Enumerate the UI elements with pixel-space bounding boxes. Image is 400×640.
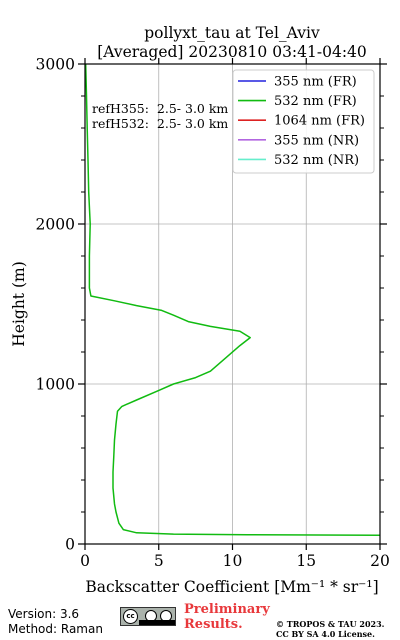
y-tick-label: 1000 bbox=[36, 376, 75, 394]
legend: 355 nm (FR) 532 nm (FR) 1064 nm (FR) 355 nm… bbox=[232, 69, 375, 174]
y-tick-label: 2000 bbox=[36, 216, 75, 234]
series-line-532-nm-fr- bbox=[84, 63, 381, 536]
x-axis-label: Backscatter Coefficient [Mm⁻¹ * sr⁻¹] bbox=[85, 578, 378, 596]
annotation-refh355: refH355: 2.5- 3.0 km bbox=[92, 101, 228, 116]
backscatter-chart: pollyxt_tau at Tel_Aviv [Averaged] 20230… bbox=[10, 24, 390, 596]
x-tick-labels: 0 5 10 15 20 bbox=[80, 552, 390, 570]
plot-area bbox=[84, 63, 381, 536]
y-tick-label: 0 bbox=[65, 536, 75, 554]
copyright-line-1: © TROPOS & TAU 2023. bbox=[276, 619, 385, 629]
preliminary-text: Preliminary bbox=[184, 602, 270, 617]
axis-ticks bbox=[78, 58, 387, 550]
x-tick-label: 5 bbox=[154, 552, 164, 570]
cc-logo-icon: cc bbox=[123, 609, 138, 624]
chart-subtitle: [Averaged] 20230810 03:41-04:40 bbox=[97, 43, 367, 61]
chart-title: pollyxt_tau at Tel_Aviv bbox=[144, 24, 320, 42]
x-tick-label: 15 bbox=[296, 552, 316, 570]
method-text: Method: Raman bbox=[8, 622, 103, 636]
annotation-refh532: refH532: 2.5- 3.0 km bbox=[92, 116, 228, 131]
legend-entry: 532 nm (FR) bbox=[274, 94, 357, 109]
legend-entry: 532 nm (NR) bbox=[274, 153, 359, 168]
x-tick-label: 10 bbox=[223, 552, 243, 570]
cc-strip bbox=[139, 620, 175, 625]
y-tick-label: 3000 bbox=[36, 56, 75, 74]
preliminary-notice: Preliminary Results. bbox=[184, 602, 270, 632]
version-text: Version: 3.6 bbox=[8, 607, 80, 621]
y-axis-label: Height (m) bbox=[10, 261, 28, 347]
legend-entry: 355 nm (NR) bbox=[274, 133, 359, 148]
y-tick-labels: 0 1000 2000 3000 bbox=[36, 56, 75, 554]
legend-entry: 355 nm (FR) bbox=[274, 75, 357, 90]
x-tick-label: 20 bbox=[370, 552, 390, 570]
legend-entry: 1064 nm (FR) bbox=[274, 114, 365, 129]
footer-info: Version: 3.6 Method: Raman bbox=[8, 607, 103, 637]
x-tick-label: 0 bbox=[80, 552, 90, 570]
legend-box bbox=[232, 69, 375, 174]
cc-license-icon: cc bbox=[120, 607, 176, 626]
results-text: Results. bbox=[184, 617, 243, 632]
copyright-notice: © TROPOS & TAU 2023. CC BY SA 4.0 Licens… bbox=[276, 619, 384, 639]
copyright-line-2: CC BY SA 4.0 License. bbox=[276, 629, 375, 639]
